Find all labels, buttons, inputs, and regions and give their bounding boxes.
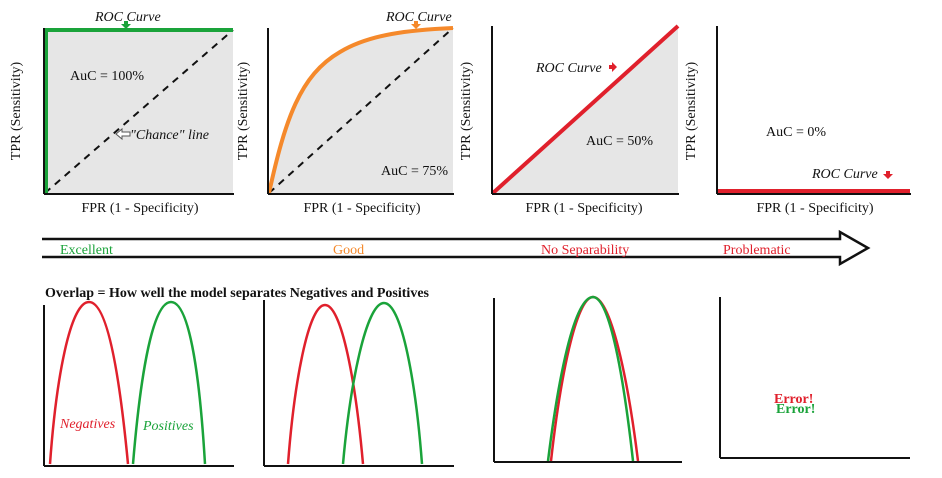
roc-panel-2: ROC Curve AuC = 75% FPR (1 - Specificity… bbox=[236, 10, 454, 216]
roc-panel-1-curve-arrow-icon bbox=[121, 21, 131, 29]
roc-panel-1-ylabel: TPR (Sensitivity) bbox=[9, 61, 24, 160]
roc-panel-4: ROC Curve AuC = 0% FPR (1 - Specificity)… bbox=[684, 26, 911, 216]
dist-1-negatives-label: Negatives bbox=[59, 417, 116, 432]
roc-panel-4-auc: AuC = 0% bbox=[766, 125, 826, 140]
dist-1-positives-curve bbox=[131, 300, 207, 465]
roc-panel-3-curve-arrow-icon bbox=[609, 62, 617, 72]
roc-panel-3: ROC Curve AuC = 50% FPR (1 - Specificity… bbox=[459, 24, 680, 216]
distribution-panel-3 bbox=[493, 295, 682, 463]
roc-panel-2-xlabel: FPR (1 - Specificity) bbox=[303, 201, 420, 216]
distribution-panel-1: Negatives Positives bbox=[43, 300, 234, 467]
distribution-panel-4: Error! Error! bbox=[719, 297, 910, 459]
dist-1-negatives-curve bbox=[48, 300, 130, 465]
roc-panel-4-xlabel: FPR (1 - Specificity) bbox=[756, 201, 873, 216]
roc-panel-2-curve-arrow-icon bbox=[411, 21, 421, 29]
distribution-panel-2 bbox=[263, 300, 454, 467]
roc-panel-1-curve bbox=[44, 28, 233, 193]
roc-panel-1-auc: AuC = 100% bbox=[70, 69, 144, 84]
roc-panel-1: ROC Curve AuC = 100% "Chance" line FPR (… bbox=[9, 10, 234, 216]
scale-arrow bbox=[42, 229, 871, 267]
dist-3-negatives-curve bbox=[549, 295, 640, 462]
roc-panel-3-curve bbox=[491, 24, 680, 195]
dist-1-positives-label: Positives bbox=[142, 419, 194, 434]
roc-panel-1-chance-arrow-icon bbox=[115, 127, 131, 141]
roc-panel-2-curve bbox=[267, 26, 454, 194]
dist-4-error-negatives: Error! bbox=[774, 392, 813, 407]
scale-label-problematic: Problematic bbox=[723, 243, 791, 258]
roc-panel-4-curve-label: ROC Curve bbox=[811, 167, 878, 182]
roc-panel-1-chance-line bbox=[44, 29, 234, 194]
overlap-title: Overlap = How well the model separates N… bbox=[45, 286, 430, 301]
roc-panel-2-auc: AuC = 75% bbox=[381, 164, 448, 179]
dist-4-error-positives: Error! bbox=[776, 402, 815, 417]
scale-label-excellent: Excellent bbox=[60, 243, 113, 258]
scale-label-no-separability: No Separability bbox=[541, 243, 629, 258]
roc-panel-3-curve-label: ROC Curve bbox=[535, 61, 602, 76]
dist-3-positives-curve bbox=[546, 295, 635, 462]
roc-panel-1-xlabel: FPR (1 - Specificity) bbox=[81, 201, 198, 216]
roc-panel-3-auc: AuC = 50% bbox=[586, 134, 653, 149]
roc-panel-2-curve-label: ROC Curve bbox=[385, 10, 452, 25]
roc-panel-2-chance-line bbox=[268, 27, 454, 194]
separability-scale: Excellent Good No Separability Problemat… bbox=[42, 229, 871, 267]
roc-panel-3-xlabel: FPR (1 - Specificity) bbox=[525, 201, 642, 216]
dist-2-positives-curve bbox=[341, 301, 424, 465]
roc-panel-3-ylabel: TPR (Sensitivity) bbox=[459, 61, 474, 160]
roc-panel-4-curve-arrow-icon bbox=[883, 171, 893, 179]
scale-label-good: Good bbox=[333, 243, 364, 258]
roc-panel-4-ylabel: TPR (Sensitivity) bbox=[684, 61, 699, 160]
roc-panel-2-ylabel: TPR (Sensitivity) bbox=[236, 61, 251, 160]
roc-panel-1-chance-label: "Chance" line bbox=[130, 128, 209, 143]
roc-panel-1-curve-label: ROC Curve bbox=[94, 10, 161, 25]
dist-2-negatives-curve bbox=[286, 303, 365, 465]
